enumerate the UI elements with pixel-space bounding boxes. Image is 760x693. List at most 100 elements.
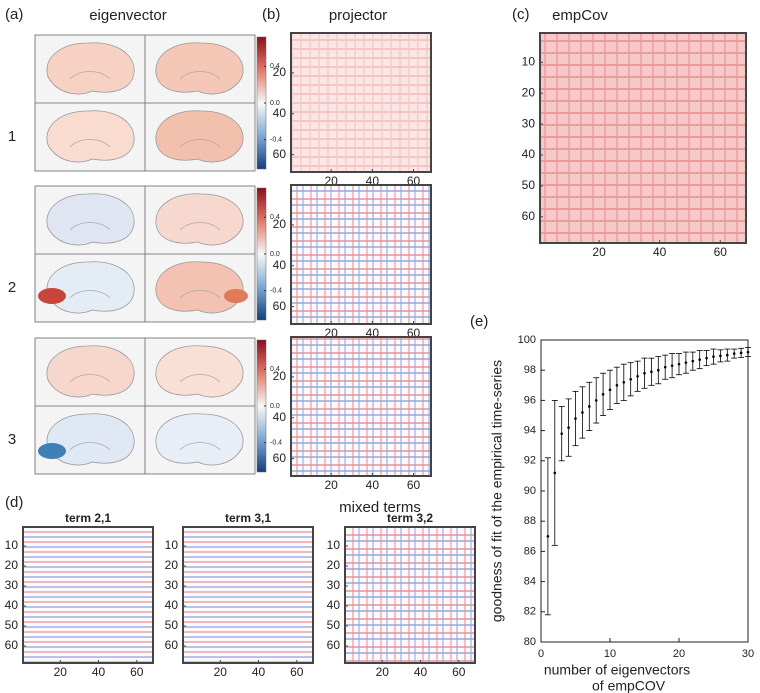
point — [691, 359, 695, 363]
y-tick-label: 60 — [273, 451, 287, 465]
point — [677, 362, 681, 366]
matrix — [22, 526, 154, 664]
term-title: term 3,1 — [225, 511, 271, 525]
y-tick-label: 60 — [522, 209, 536, 223]
point — [636, 374, 639, 378]
y-tick-label: 10 — [327, 538, 341, 552]
y-tick-label: 40 — [5, 598, 19, 612]
x-tick-label: 20 — [673, 648, 685, 660]
y-tick-label: 20 — [273, 369, 287, 383]
x-tick-label: 60 — [290, 665, 304, 679]
point — [684, 361, 688, 364]
y-tick-label: 50 — [522, 178, 536, 192]
colorbar-tick-label: -0.4 — [270, 137, 282, 144]
panel-label: (e) — [470, 313, 488, 330]
y-tick-label: 20 — [327, 558, 341, 572]
y-tick-label: 86 — [524, 545, 536, 557]
colorbar-tick-label: 0.0 — [270, 403, 280, 410]
y-tick-label: 60 — [5, 638, 19, 652]
point — [643, 371, 646, 375]
y-axis-label: goodness of fit of the empirical time-se… — [489, 360, 505, 622]
y-tick-label: 84 — [524, 576, 536, 588]
x-tick-label: 20 — [592, 245, 606, 259]
colorbar-tick-label: 0.4 — [270, 366, 280, 373]
x-tick-label: 60 — [407, 478, 421, 492]
y-tick-label: 20 — [273, 217, 287, 231]
y-tick-label: 40 — [522, 147, 536, 161]
panel-label: (c) — [512, 6, 530, 23]
colorbar-tick-label: -0.4 — [270, 440, 282, 447]
y-tick-label: 10 — [165, 538, 179, 552]
y-tick-label: 94 — [524, 425, 536, 437]
y-tick-label: 20 — [165, 558, 179, 572]
x-tick-label: 40 — [414, 665, 428, 679]
y-tick-label: 60 — [165, 638, 179, 652]
colorbar-tick-label: 0.0 — [270, 251, 280, 258]
y-tick-label: 30 — [327, 578, 341, 592]
row-label: 1 — [8, 128, 16, 145]
point — [615, 384, 619, 387]
brain — [46, 261, 135, 314]
matrix — [344, 526, 476, 664]
point — [719, 354, 722, 358]
y-tick-label: 60 — [327, 638, 341, 652]
panel-label: (a) — [5, 6, 23, 23]
term-title: term 2,1 — [65, 511, 111, 525]
y-tick-label: 40 — [273, 106, 287, 120]
y-tick-label: 30 — [165, 578, 179, 592]
y-tick-label: 50 — [327, 618, 341, 632]
y-tick-label: 20 — [273, 65, 287, 79]
point — [712, 355, 715, 358]
matrix — [290, 32, 432, 173]
matrix — [290, 184, 432, 325]
x-tick-label: 0 — [538, 648, 544, 660]
x-tick-label: 10 — [604, 648, 616, 660]
y-tick-label: 60 — [273, 299, 287, 313]
colorbar-tick-label: -0.4 — [270, 288, 282, 295]
colorbar-tick-label: 0.4 — [270, 214, 280, 221]
point — [670, 364, 674, 367]
y-tick-label: 20 — [5, 558, 19, 572]
brain — [46, 193, 135, 246]
brain — [46, 110, 135, 163]
brain-region — [224, 289, 248, 303]
point — [608, 388, 612, 392]
y-tick-label: 10 — [5, 538, 19, 552]
point — [601, 393, 605, 396]
x-axis-label: of empCOV — [592, 678, 666, 693]
row-label: 3 — [8, 431, 16, 448]
matrix — [182, 526, 314, 664]
y-tick-label: 40 — [273, 258, 287, 272]
x-tick-label: 30 — [742, 648, 754, 660]
panel-title: projector — [329, 7, 387, 24]
y-tick-label: 40 — [273, 410, 287, 424]
point — [588, 405, 591, 408]
x-tick-label: 20 — [376, 665, 390, 679]
x-tick-label: 40 — [366, 478, 380, 492]
y-tick-label: 92 — [524, 455, 536, 467]
matrix — [290, 336, 432, 477]
y-tick-label: 50 — [165, 618, 179, 632]
y-tick-label: 50 — [5, 618, 19, 632]
x-tick-label: 40 — [653, 245, 667, 259]
x-tick-label: 40 — [92, 665, 106, 679]
point — [629, 377, 632, 381]
point — [746, 350, 750, 354]
point — [739, 351, 743, 355]
y-tick-label: 20 — [522, 85, 536, 99]
point — [546, 535, 550, 538]
point — [698, 358, 701, 361]
term-title: term 3,2 — [387, 511, 433, 525]
x-tick-label: 20 — [214, 665, 228, 679]
brain-region — [38, 288, 66, 304]
brain — [155, 261, 244, 314]
y-tick-label: 82 — [524, 606, 536, 618]
panel-title: eigenvector — [89, 7, 167, 24]
brain — [46, 345, 135, 398]
brain — [46, 42, 135, 95]
point — [705, 356, 708, 360]
y-tick-label: 96 — [524, 394, 536, 406]
point — [581, 411, 584, 414]
colorbar-tick-label: 0.0 — [270, 100, 280, 107]
